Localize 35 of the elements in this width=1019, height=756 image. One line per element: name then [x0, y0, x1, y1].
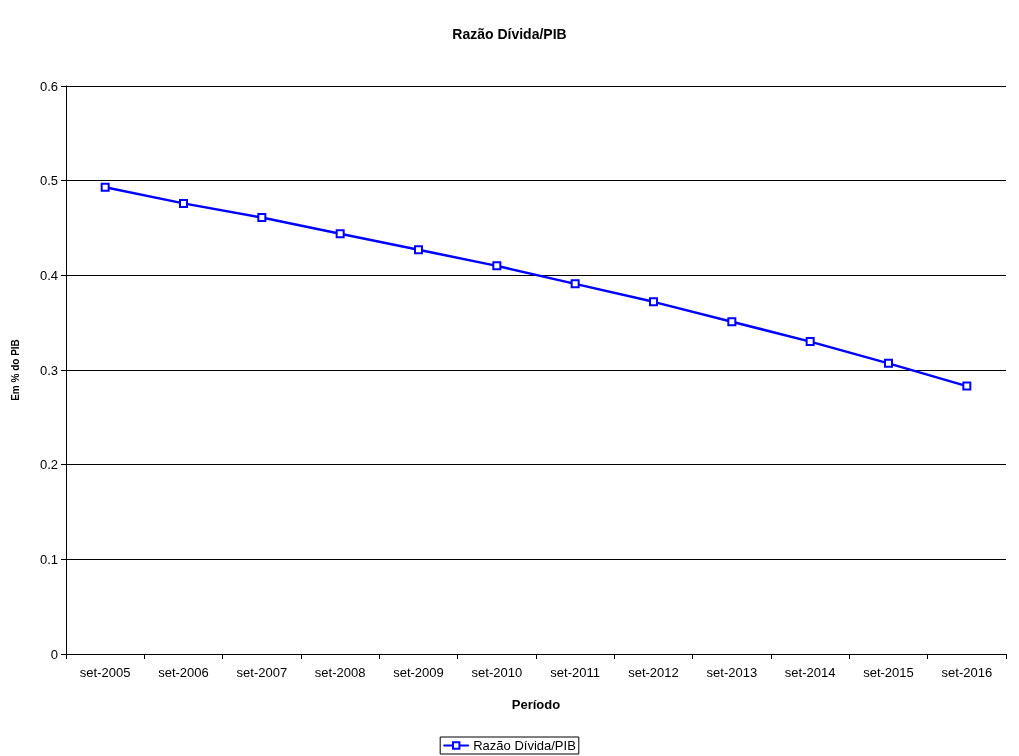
x-tick-label: set-2005	[79, 665, 131, 680]
point	[962, 381, 972, 391]
y-axis-title: Em % do PIB	[9, 339, 21, 401]
point	[727, 317, 737, 327]
y-tick-label: 0.2	[39, 457, 58, 473]
point	[414, 245, 423, 255]
x-tick-label: set-2011	[550, 665, 600, 680]
x-tick-label: set-2009	[393, 665, 444, 680]
y-tick-label: 0	[50, 646, 58, 662]
point	[884, 358, 893, 368]
point	[179, 198, 188, 208]
point	[649, 297, 658, 307]
point	[805, 337, 815, 347]
y-tick-label: 0.4	[39, 267, 58, 283]
x-tick-label: set-2010	[471, 665, 523, 680]
point	[100, 182, 110, 192]
x-tick-label: set-2015	[863, 665, 914, 680]
y-tick-label: 0.5	[39, 173, 58, 189]
y-tick-label: 0.1	[39, 551, 58, 567]
x-axis-title: Período	[511, 697, 561, 712]
x-tick-label: set-2013	[706, 665, 758, 680]
x-tick-label: set-2014	[784, 665, 836, 680]
x-tick-label: set-2008	[314, 665, 366, 680]
y-tick-label: 0.3	[39, 362, 58, 378]
x-tick-label: set-2016	[941, 665, 993, 680]
y-tick-label: 0.6	[39, 78, 58, 94]
legend-label: Razão Dívida/PIB	[473, 738, 576, 753]
x-tick-label: set-2006	[158, 665, 209, 680]
x-tick-label: set-2012	[628, 665, 679, 680]
point	[257, 213, 267, 223]
x-tick-label: set-2007	[236, 665, 288, 680]
chart-title: Razão Dívida/PIB	[452, 26, 567, 42]
point	[570, 279, 580, 289]
point	[335, 229, 345, 239]
point	[492, 261, 502, 271]
